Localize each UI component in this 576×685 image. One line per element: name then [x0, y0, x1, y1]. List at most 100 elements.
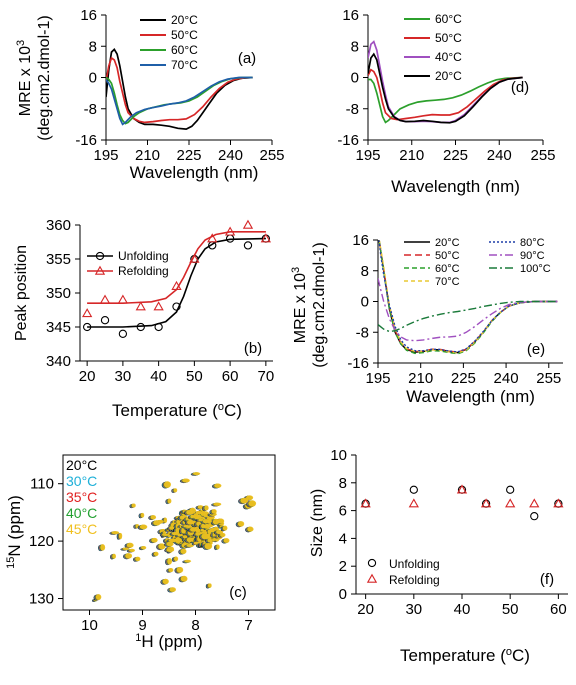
panel-label: (e) — [527, 341, 545, 358]
y-tick-label: 16 — [342, 7, 359, 24]
x-tick-label: 225 — [451, 370, 476, 387]
nmr-peak — [198, 518, 203, 522]
x-tick-label: 8 — [191, 617, 199, 634]
nmr-peak — [216, 530, 223, 535]
nmr-peak — [195, 510, 202, 515]
panel-label: (b) — [244, 340, 262, 357]
x-axis-label: 1H (ppm) — [135, 632, 203, 651]
nmr-peak — [125, 553, 133, 559]
panel-e-axes: 195 210 225 240 255 -16 -8 0 8 16 — [347, 232, 563, 387]
nmr-peak — [180, 575, 188, 582]
x-tick-label: 240 — [494, 370, 519, 387]
nmr-peak — [202, 519, 209, 524]
nmr-peak — [168, 538, 177, 543]
nmr-peak — [201, 523, 205, 529]
nmr-peak — [182, 478, 190, 483]
series-line-d-3 — [368, 52, 523, 124]
legend-label: 20°C — [171, 13, 198, 27]
x-tick-label: 20 — [357, 601, 374, 618]
nmr-peak — [163, 481, 171, 488]
y-tick-label: 4 — [339, 530, 347, 547]
nmr-peak — [182, 535, 188, 539]
panel-d-axes: 195 210 225 240 255 -16 -8 0 8 16 — [337, 7, 555, 164]
y-axis-label: Size (nm) — [309, 489, 326, 557]
nmr-peak — [219, 532, 226, 537]
x-tick-label: 255 — [530, 147, 555, 164]
x-tick-label: 40 — [150, 368, 167, 385]
y-axis-label-line2: (deg.cm2.dmol-1) — [311, 242, 328, 367]
legend-label: 70°C — [171, 58, 198, 72]
y-tick-label: 0 — [351, 70, 359, 87]
data-point — [189, 253, 200, 263]
x-tick-label: 9 — [138, 617, 146, 634]
data-point — [100, 316, 110, 325]
nmr-peak — [173, 488, 178, 493]
nmr-peak — [176, 566, 184, 573]
legend-label: 60°C — [435, 12, 462, 26]
x-tick-label: 210 — [135, 147, 160, 164]
nmr-peak — [169, 526, 175, 530]
y-tick-label: 0 — [361, 294, 369, 311]
legend-label: Refolding — [118, 264, 169, 278]
nmr-peak — [222, 525, 228, 531]
x-axis-label: Temperature (oC) — [112, 401, 242, 420]
nmr-peak — [95, 594, 102, 600]
x-tick-label: 50 — [502, 601, 519, 618]
x-tick-label: 195 — [355, 147, 380, 164]
y-tick-label: 8 — [351, 38, 359, 55]
nmr-peak — [174, 556, 179, 562]
x-tick-label: 30 — [115, 368, 132, 385]
legend-marker — [95, 251, 105, 261]
nmr-peak — [208, 583, 212, 588]
nmr-peak — [195, 532, 202, 536]
nmr-peak — [203, 524, 210, 529]
x-axis-label: Wavelength (nm) — [391, 177, 520, 196]
nmr-peak — [151, 537, 158, 543]
series-line-e-1 — [378, 240, 558, 353]
legend-label: 60°C — [435, 263, 460, 275]
y-tick-label: 120 — [29, 533, 54, 550]
fit-curve-1 — [87, 231, 266, 304]
data-point — [153, 301, 164, 311]
nmr-peak — [211, 509, 217, 514]
legend-marker — [94, 265, 106, 275]
y-tick-label: 350 — [46, 285, 71, 302]
series-line-e-5 — [378, 278, 558, 342]
nmr-peak — [171, 531, 179, 536]
y-tick-label: -16 — [75, 132, 97, 149]
y-tick-label: -16 — [337, 132, 359, 149]
nmr-peak — [212, 518, 220, 525]
nmr-peak — [139, 524, 148, 530]
y-tick-label: -8 — [346, 101, 359, 118]
nmr-peak — [193, 513, 199, 520]
y-axis-label: 15N (ppm) — [5, 495, 24, 569]
nmr-peak — [163, 517, 168, 523]
data-point — [529, 498, 540, 508]
nmr-peak — [237, 521, 245, 527]
x-tick-label: 30 — [405, 601, 422, 618]
data-point — [506, 485, 515, 494]
nmr-peak — [246, 495, 254, 501]
data-point — [118, 329, 128, 338]
nmr-peak — [135, 556, 141, 562]
nmr-peak — [223, 538, 230, 543]
nmr-peak — [167, 498, 172, 504]
nmr-peak — [186, 509, 193, 515]
data-point — [82, 322, 92, 332]
nmr-peak — [118, 532, 123, 540]
series-line-a-1 — [106, 56, 253, 124]
x-tick-label: 240 — [487, 147, 512, 164]
y-tick-label: 8 — [339, 475, 347, 492]
x-tick-label: 50 — [186, 368, 203, 385]
panel-label: (f) — [540, 571, 554, 588]
x-tick-label: 240 — [218, 147, 243, 164]
series-line-d-0 — [368, 76, 523, 124]
nmr-peak — [111, 531, 120, 535]
series-line-e-4 — [378, 240, 558, 353]
nmr-peak — [168, 568, 174, 573]
nmr-peak — [204, 542, 213, 550]
y-tick-label: 10 — [330, 447, 347, 464]
nmr-peak — [214, 483, 222, 488]
legend-label: 20°C — [435, 237, 460, 249]
